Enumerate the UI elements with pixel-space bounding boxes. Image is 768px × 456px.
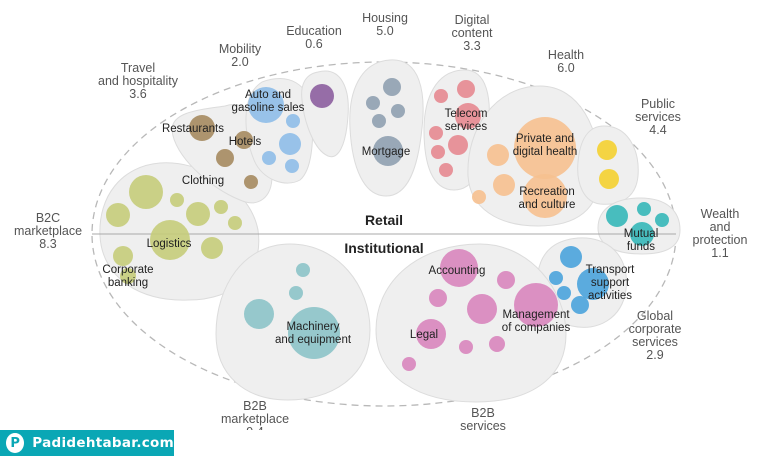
housing-bubble <box>373 136 403 166</box>
b2c-bubble <box>186 202 210 226</box>
label-accounting: Accounting <box>429 265 486 277</box>
cluster-label-b2bmarket: B2Bmarketplace9.4 <box>221 399 289 430</box>
b2bservices-bubble <box>440 249 478 287</box>
housing-bubble <box>366 96 380 110</box>
health-bubble <box>472 190 486 204</box>
mobility-bubble <box>285 159 299 173</box>
label-auto-gasoline: Auto and gasoline sales <box>232 89 305 114</box>
label-transport: Transport support activities <box>586 264 636 302</box>
travel-bubble <box>189 115 215 141</box>
b2c-bubble <box>113 246 133 266</box>
label-machinery: Machinery and equipment <box>275 321 352 346</box>
brand-name: Padidehtabar.com <box>32 435 174 451</box>
wealth-bubble <box>637 202 651 216</box>
b2c-bubble <box>170 193 184 207</box>
bubble-diagram: Clothing Logistics Corporate banking Restaur… <box>14 11 748 430</box>
label-telecom: Telecom services <box>445 108 488 133</box>
b2bservices-bubble <box>429 289 447 307</box>
health-bubble <box>514 117 576 179</box>
b2bservices-bubble <box>489 336 505 352</box>
wealth-bubble <box>655 213 669 227</box>
public-bubble <box>597 140 617 160</box>
b2bservices-bubble <box>467 294 497 324</box>
cluster-label-b2bservices: B2Bservices9.6 <box>460 406 506 430</box>
housing-bubble <box>383 78 401 96</box>
digital-bubble <box>448 135 468 155</box>
b2c-bubble <box>129 175 163 209</box>
global-bubble <box>549 271 563 285</box>
housing-region <box>349 59 424 197</box>
digital-bubble <box>455 103 481 129</box>
label-legal: Legal <box>410 329 438 341</box>
digital-bubble <box>457 80 475 98</box>
heading-institutional: Institutional <box>344 240 423 256</box>
cluster-label-travel: Travel and hospitality 3.6 <box>98 61 179 101</box>
cluster-label-b2c: B2C marketplace 8.3 <box>14 211 82 251</box>
housing-bubble <box>391 104 405 118</box>
b2bservices-bubble <box>402 357 416 371</box>
label-logistics: Logistics <box>147 238 192 250</box>
cluster-label-housing: Housing 5.0 <box>362 11 408 38</box>
mobility-bubble <box>262 151 276 165</box>
digital-bubble <box>431 145 445 159</box>
digital-bubble <box>429 126 443 140</box>
label-clothing: Clothing <box>182 175 224 187</box>
label-management: Management of companies <box>502 309 571 334</box>
education-bubble <box>310 84 334 108</box>
wealth-bubble <box>630 222 654 246</box>
cluster-label-digital: Digital content 3.3 <box>451 13 493 53</box>
housing-bubble <box>372 114 386 128</box>
global-bubble <box>571 296 589 314</box>
cluster-label-global: Global corporate services 2.9 <box>629 309 682 362</box>
label-recreation: Recreation and culture <box>519 186 576 211</box>
cluster-label-education: Education 0.6 <box>286 24 342 51</box>
b2bservices-bubble <box>459 340 473 354</box>
b2bservices-bubble <box>497 271 515 289</box>
b2c-bubble <box>120 268 136 284</box>
b2bmarket-bubble <box>289 286 303 300</box>
b2c-bubble <box>150 220 190 260</box>
b2bservices-bubble <box>514 283 558 327</box>
global-bubble <box>560 246 582 268</box>
b2c-bubble <box>214 200 228 214</box>
label-restaurants: Restaurants <box>162 123 224 135</box>
cluster-label-public: Public services 4.4 <box>635 97 681 137</box>
b2bmarket-bubble <box>244 299 274 329</box>
b2bmarket-bubble <box>288 307 340 359</box>
health-bubble <box>487 144 509 166</box>
heading-retail: Retail <box>365 212 403 228</box>
b2c-bubble <box>228 216 242 230</box>
cluster-label-wealth: Wealth and protection 1.1 <box>693 207 748 260</box>
p-logo-icon: P <box>6 433 25 453</box>
label-mortgage: Mortgage <box>362 146 411 158</box>
b2bservices-region <box>375 243 567 403</box>
digital-bubble <box>439 163 453 177</box>
health-bubble <box>493 174 515 196</box>
mobility-bubble <box>279 133 301 155</box>
travel-bubble <box>216 149 234 167</box>
b2bservices-bubble <box>416 319 446 349</box>
public-region <box>577 125 639 205</box>
label-private-health: Private and digital health <box>513 133 578 158</box>
mobility-bubble <box>286 114 300 128</box>
wealth-bubble <box>606 205 628 227</box>
health-bubble <box>523 174 567 218</box>
global-bubble <box>577 268 609 300</box>
label-mutual-funds: Mutual funds <box>624 228 659 253</box>
b2c-bubble <box>106 203 130 227</box>
label-corporate-banking: Corporate banking <box>102 264 153 289</box>
b2bmarket-bubble <box>296 263 310 277</box>
b2c-bubble <box>201 237 223 259</box>
cluster-label-mobility: Mobility 2.0 <box>219 42 262 69</box>
global-bubble <box>557 286 571 300</box>
travel-bubble <box>244 175 258 189</box>
watermark-banner: P Padidehtabar.com <box>0 430 174 456</box>
public-bubble <box>599 169 619 189</box>
travel-bubble <box>235 131 253 149</box>
digital-bubble <box>434 89 448 103</box>
label-hotels: Hotels <box>229 136 262 148</box>
mobility-bubble <box>248 87 284 123</box>
cluster-label-health: Health 6.0 <box>548 48 584 75</box>
